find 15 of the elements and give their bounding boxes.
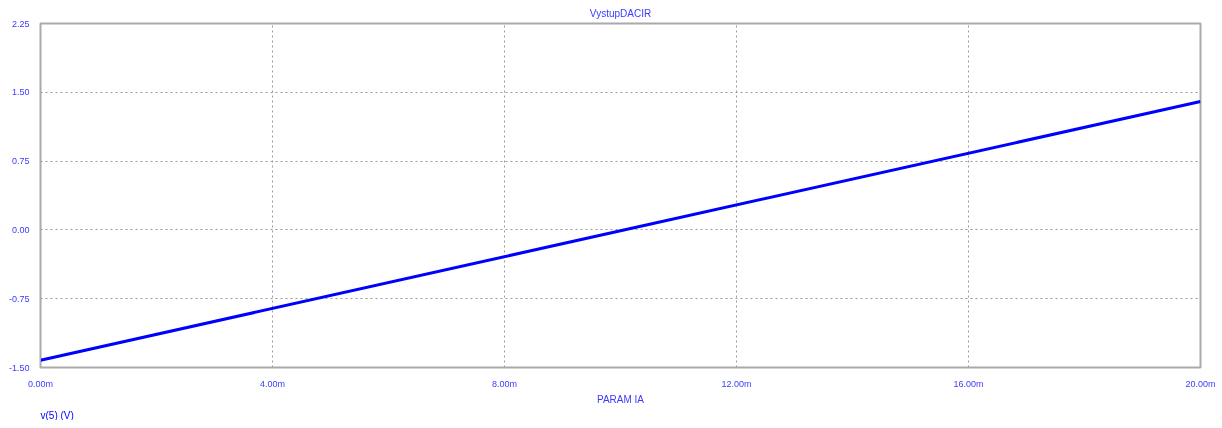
y-tick-label: -1.50	[8, 362, 30, 373]
y-tick-label: 1.50	[11, 87, 30, 98]
x-tick-label: 0.00m	[27, 378, 54, 389]
chart-title: VystupDACIR	[589, 7, 652, 19]
x-tick-label: 20.00m	[1185, 378, 1216, 389]
text: v(5) (V)	[40, 409, 74, 421]
x-tick-label: 8.00m	[491, 378, 518, 389]
y-tick-label: 2.25	[11, 18, 30, 29]
x-tick-label: 12.00m	[721, 378, 752, 389]
x-axis-title: PARAM IA	[596, 393, 645, 405]
y-tick-label: -0.75	[8, 293, 30, 304]
x-tick-label: 4.00m	[259, 378, 286, 389]
y-tick-label: 0.75	[11, 156, 30, 167]
x-tick-label: 16.00m	[953, 378, 984, 389]
y-tick-label: 0.00	[11, 224, 30, 235]
